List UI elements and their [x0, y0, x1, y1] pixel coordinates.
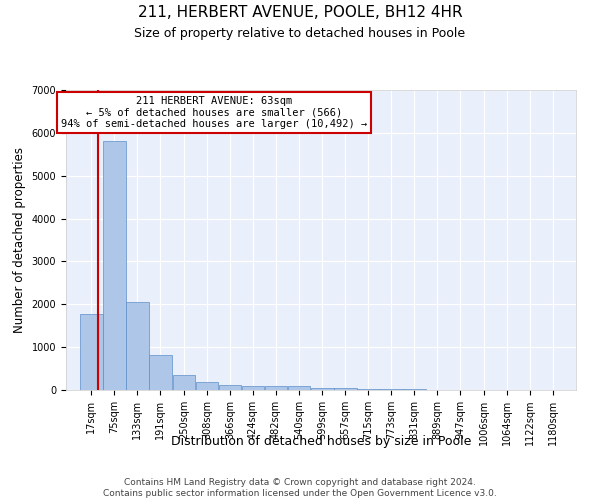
Bar: [80, 314, 103, 390]
Bar: [103, 142, 125, 390]
Bar: [196, 382, 218, 390]
Bar: [173, 376, 195, 390]
Text: Contains HM Land Registry data © Crown copyright and database right 2024.
Contai: Contains HM Land Registry data © Crown c…: [103, 478, 497, 498]
Text: Size of property relative to detached houses in Poole: Size of property relative to detached ho…: [134, 28, 466, 40]
Bar: [334, 388, 356, 390]
Y-axis label: Number of detached properties: Number of detached properties: [13, 147, 26, 333]
Bar: [265, 386, 287, 390]
Text: 211 HERBERT AVENUE: 63sqm
← 5% of detached houses are smaller (566)
94% of semi-: 211 HERBERT AVENUE: 63sqm ← 5% of detach…: [61, 96, 367, 129]
Bar: [218, 385, 241, 390]
Text: Distribution of detached houses by size in Poole: Distribution of detached houses by size …: [171, 435, 471, 448]
Bar: [287, 386, 310, 390]
Bar: [380, 389, 403, 390]
Bar: [126, 302, 149, 390]
Bar: [149, 355, 172, 390]
Text: 211, HERBERT AVENUE, POOLE, BH12 4HR: 211, HERBERT AVENUE, POOLE, BH12 4HR: [137, 5, 463, 20]
Bar: [311, 388, 334, 390]
Bar: [357, 388, 380, 390]
Bar: [242, 386, 264, 390]
